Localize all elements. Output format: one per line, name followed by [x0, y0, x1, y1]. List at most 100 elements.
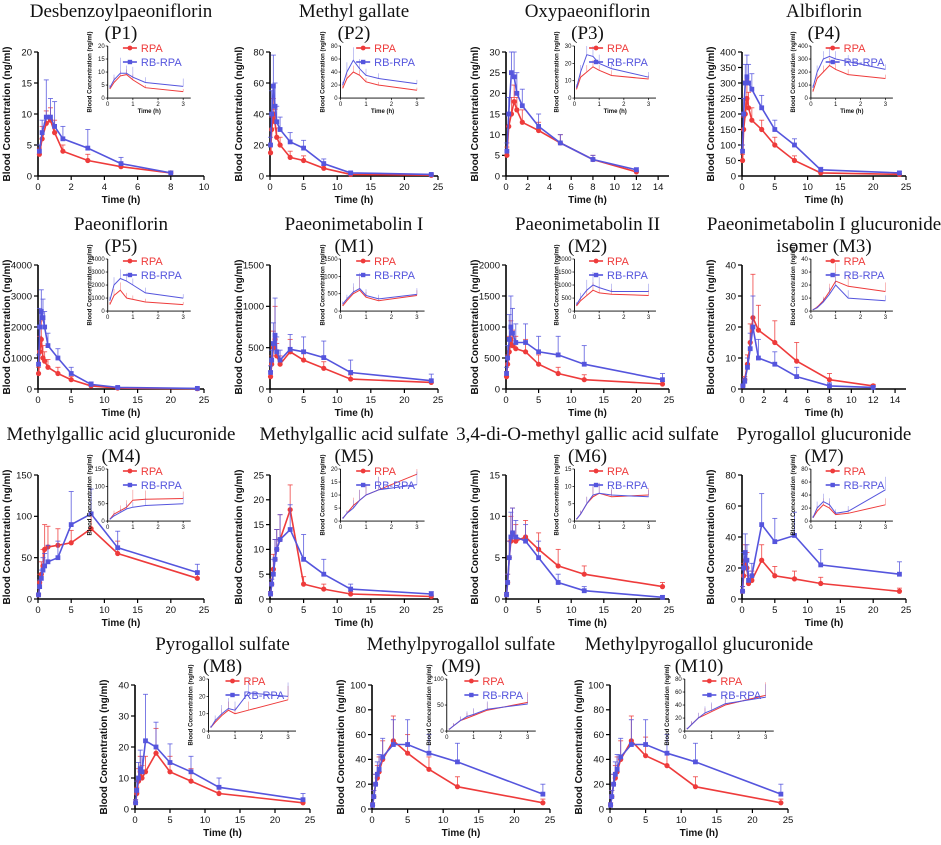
- data-point: [772, 142, 778, 148]
- inset-x-tick-label: 3: [647, 525, 651, 531]
- y-tick-label: 1500: [479, 291, 500, 302]
- data-point: [742, 550, 748, 555]
- inset-y-tick-label: 0: [101, 309, 105, 315]
- chart-title-line: Pyrogallol glucuronide: [737, 424, 912, 445]
- inset-y-tick-label: 20: [199, 694, 206, 700]
- data-point: [508, 534, 514, 540]
- chart-title-line: Methylgallic acid sulfate: [260, 424, 449, 445]
- y-tick-label: 1000: [479, 322, 500, 333]
- data-point: [791, 576, 798, 582]
- inset-x-tick-label: 3: [764, 735, 768, 741]
- chart-title-line: (M5): [334, 446, 373, 467]
- data-point: [659, 381, 666, 387]
- data-point: [167, 760, 173, 765]
- x-tick-label: 5: [772, 182, 777, 193]
- data-point: [744, 557, 750, 563]
- y-tick-label: 80: [355, 705, 366, 716]
- inset-y-tick-label: 0: [678, 729, 682, 735]
- data-point: [88, 526, 94, 532]
- inset-y-tick-label: 40: [801, 493, 808, 499]
- data-point: [270, 571, 276, 577]
- inset-x-tick-label: 0: [683, 735, 687, 741]
- legend: RPA RB-RPA: [122, 43, 182, 69]
- x-tick-label: 14: [890, 395, 901, 406]
- data-point: [380, 754, 386, 760]
- inset-series-line: [109, 277, 184, 301]
- data-point: [504, 371, 509, 376]
- legend-label: RB-RPA: [482, 690, 523, 702]
- x-tick-label: 5: [643, 815, 648, 826]
- data-point: [55, 370, 61, 377]
- inset-series-rb-rpa: [812, 272, 886, 311]
- y-axis-label: Blood Concentration (ng/ml): [99, 680, 110, 815]
- legend-label: RB-RPA: [374, 57, 415, 69]
- series-rb-rpa: [504, 295, 665, 383]
- y-tick-label: 15: [489, 470, 500, 481]
- data-point: [272, 103, 278, 109]
- data-point: [513, 534, 519, 540]
- legend-marker: [360, 482, 366, 488]
- data-point: [759, 522, 765, 527]
- x-axis-label: Time (h): [102, 618, 141, 629]
- y-axis-label: Blood Concentration (ng/ml): [2, 260, 13, 395]
- inset-y-tick-label: 2000: [91, 283, 105, 289]
- data-point: [321, 161, 327, 166]
- y-tick-label: 20: [725, 322, 736, 333]
- data-point: [60, 136, 66, 142]
- y-axis-label: Blood Concentration (ng/ml): [706, 260, 717, 395]
- x-axis-label: Time (h): [335, 618, 374, 629]
- data-point: [301, 581, 307, 587]
- series-rb-rpa: [504, 507, 665, 600]
- series-rb-rpa: [740, 295, 876, 390]
- data-point: [643, 753, 649, 759]
- data-point: [36, 361, 41, 367]
- data-point: [85, 145, 91, 151]
- inset-x-tick-label: 3: [884, 525, 888, 531]
- legend-marker: [360, 59, 366, 65]
- inset-series-line: [812, 64, 886, 92]
- y-axis-label: Blood Concentration (ng/ml): [234, 47, 245, 182]
- data-point: [38, 309, 44, 314]
- y-tick-label: 30: [725, 291, 736, 302]
- legend-marker: [127, 59, 133, 65]
- x-tick-label: 0: [503, 605, 508, 616]
- chart-title-line: Methylpyrogallol sulfate: [367, 634, 555, 655]
- inset-x-tick-label: 2: [499, 735, 503, 741]
- inset-y-tick-label: 0: [568, 96, 572, 102]
- data-point: [618, 754, 624, 760]
- data-point: [519, 119, 525, 125]
- data-point: [136, 775, 141, 781]
- x-tick-label: 20: [270, 815, 281, 826]
- chart-title-line: (P2): [338, 23, 371, 44]
- inset-y-tick-label: 10: [331, 493, 338, 499]
- data-point: [609, 794, 615, 799]
- inset-x-tick-label: 1: [597, 525, 601, 531]
- series-line: [269, 86, 432, 176]
- data-point: [301, 349, 306, 355]
- series-rpa: [35, 511, 200, 598]
- y-tick-label: 20: [118, 742, 129, 753]
- data-point: [747, 346, 753, 352]
- data-point: [746, 80, 751, 86]
- x-tick-label: 25: [433, 605, 444, 616]
- inset-y-axis-label: Blood Concentration (ng/ml): [189, 665, 195, 746]
- data-point: [756, 355, 761, 361]
- inset-y-tick-label: 50: [437, 703, 444, 709]
- chart-title-line: (P3): [571, 23, 604, 44]
- x-tick-label: 15: [474, 815, 485, 826]
- chart-title-line: Pyrogallol sulfate: [155, 634, 290, 655]
- data-point: [540, 800, 546, 806]
- data-point: [139, 769, 145, 775]
- legend-marker: [593, 45, 599, 51]
- data-point: [301, 556, 306, 562]
- panel-m9: Methylpyrogallol sulfate(M9)020406080100…: [336, 634, 555, 839]
- inset-x-tick-label: 0: [809, 102, 813, 108]
- legend-marker: [830, 468, 836, 474]
- inset-y-tick-label: 1000: [91, 296, 105, 302]
- inset-x-tick-label: 3: [415, 102, 419, 108]
- data-point: [39, 130, 45, 135]
- data-point: [405, 750, 411, 756]
- legend-marker: [360, 468, 366, 474]
